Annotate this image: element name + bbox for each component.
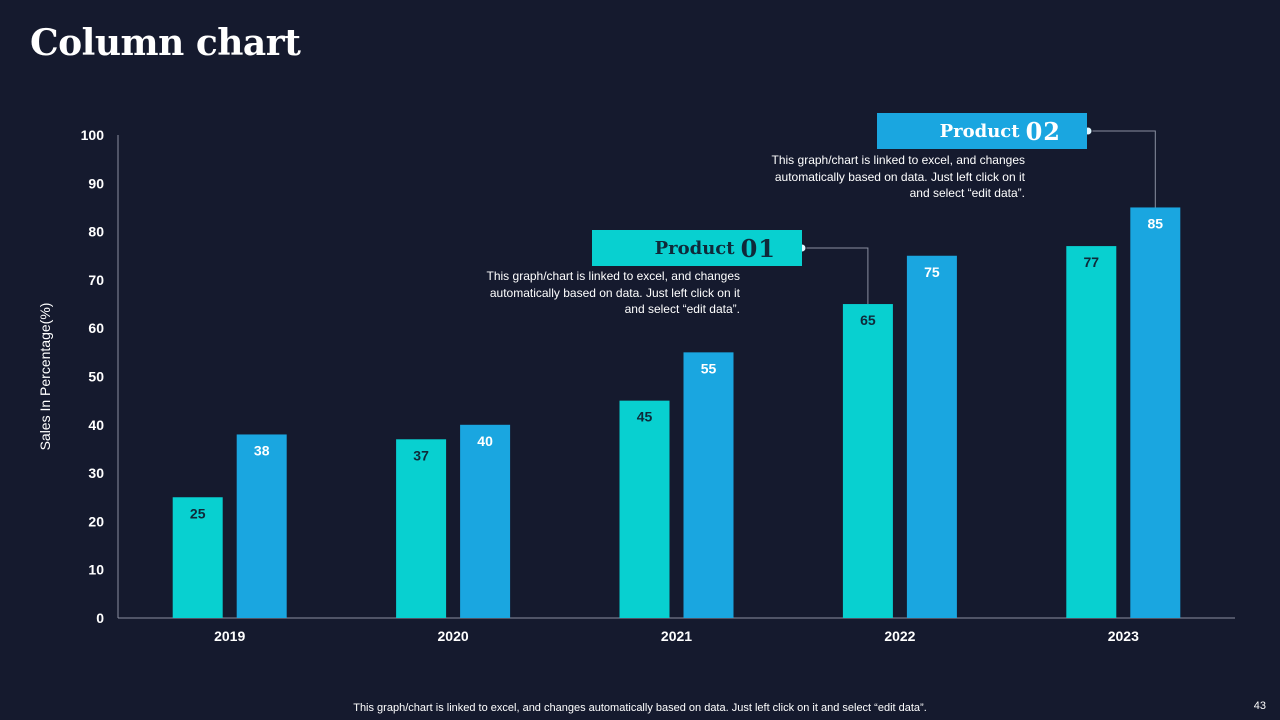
bar-value-label: 25 (190, 505, 206, 521)
product-01-tag-number: 01 (740, 233, 776, 263)
bar-product-02 (683, 352, 734, 618)
product-02-tag-number: 02 (1025, 116, 1061, 146)
y-axis-label: Sales In Percentage(%) (37, 303, 53, 451)
bar-product-02 (1130, 207, 1181, 618)
bar-value-label: 37 (413, 447, 429, 463)
page-title: Column chart (30, 22, 301, 64)
product-01-tag: Product 01 (592, 230, 802, 266)
footer-note: This graph/chart is linked to excel, and… (353, 702, 927, 714)
y-tick-label: 80 (88, 224, 104, 240)
product-02-description-line: automatically based on data. Just left c… (774, 169, 1025, 184)
product-02-description: This graph/chart is linked to excel, and… (725, 152, 1025, 202)
x-axis-ticks: 2019 2020 2021 2022 2023 (214, 628, 1139, 644)
bar-value-label: 55 (701, 360, 717, 376)
bar-product-01 (172, 497, 223, 618)
callout-connector-line (802, 247, 869, 305)
bar-product-02 (236, 434, 287, 618)
y-tick-label: 50 (88, 369, 104, 385)
bar-product-01 (1066, 246, 1117, 618)
product-01-description-line: automatically based on data. Just left c… (489, 285, 740, 300)
bar-value-label: 77 (1084, 254, 1100, 270)
y-axis-ticks: 0 10 20 30 40 50 60 70 80 90 100 (81, 127, 105, 626)
bar-value-label: 85 (1148, 215, 1164, 231)
bar-value-label: 45 (637, 409, 653, 425)
bar-product-01 (396, 439, 447, 618)
page-number: 43 (1253, 700, 1266, 712)
bars: 25 38 37 40 45 55 65 75 77 85 (172, 207, 1181, 618)
product-02-description-line: This graph/chart is linked to excel, and… (771, 153, 1025, 167)
x-tick-label: 2023 (1108, 628, 1139, 644)
product-01-description: This graph/chart is linked to excel, and… (440, 268, 740, 318)
x-tick-label: 2019 (214, 628, 245, 644)
product-01-description-line: and select “edit data”. (624, 302, 740, 316)
y-tick-label: 90 (88, 175, 104, 191)
y-tick-label: 10 (88, 562, 104, 578)
y-tick-label: 60 (88, 320, 104, 336)
x-tick-label: 2020 (438, 628, 469, 644)
bar-product-02 (906, 255, 957, 618)
y-tick-label: 70 (88, 272, 104, 288)
y-tick-label: 30 (88, 465, 104, 481)
y-tick-label: 0 (96, 610, 104, 626)
y-tick-label: 20 (88, 513, 104, 529)
callout-connector-line (1088, 130, 1156, 208)
product-02-tag: Product 02 (877, 113, 1087, 149)
product-02-tag-word: Product (939, 120, 1020, 142)
x-tick-label: 2021 (661, 628, 692, 644)
bar-value-label: 40 (477, 433, 493, 449)
y-tick-label: 40 (88, 417, 104, 433)
bar-value-label: 75 (924, 264, 940, 280)
bar-value-label: 38 (254, 442, 270, 458)
bar-product-01 (842, 304, 893, 618)
product-01-tag-word: Product (654, 237, 735, 259)
bar-product-02 (460, 424, 511, 618)
product-01-description-line: This graph/chart is linked to excel, and… (486, 269, 740, 283)
bar-value-label: 65 (860, 312, 876, 328)
product-02-description-line: and select “edit data”. (909, 186, 1025, 200)
y-tick-label: 100 (81, 127, 105, 143)
bar-product-01 (619, 400, 670, 618)
x-tick-label: 2022 (884, 628, 915, 644)
